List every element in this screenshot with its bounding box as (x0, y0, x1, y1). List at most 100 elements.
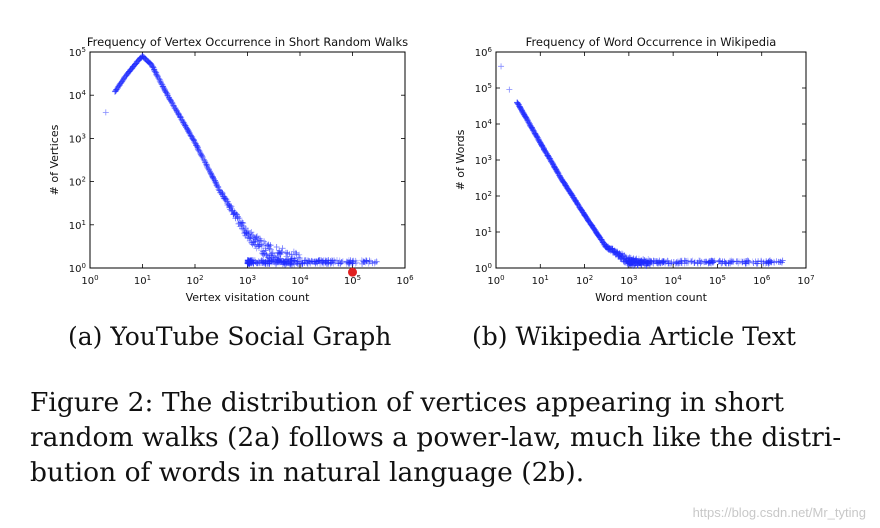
data-point (773, 258, 780, 265)
x-tick-label: 106 (753, 274, 771, 287)
data-point (281, 261, 288, 268)
data-point (674, 258, 681, 265)
data-point (281, 259, 288, 266)
y-tick-label: 104 (475, 118, 493, 131)
y-tick-label: 105 (475, 82, 492, 95)
data-point (288, 257, 295, 264)
y-tick-label: 102 (475, 190, 492, 203)
data-point (203, 162, 210, 169)
data-point (574, 200, 581, 207)
data-point (746, 259, 753, 266)
data-point (339, 258, 346, 265)
data-point (185, 128, 192, 135)
data-point (283, 260, 290, 267)
subcaption-a: (a) YouTube Social Graph (68, 322, 392, 351)
data-point (742, 260, 749, 267)
data-point (338, 259, 345, 266)
data-point (199, 154, 206, 161)
figure-caption-line-2: random walks (2a) follows a power-law, m… (30, 422, 842, 453)
data-point (201, 157, 208, 164)
data-point (264, 242, 271, 249)
data-point (745, 259, 752, 266)
data-point (304, 260, 311, 267)
y-tick-label: 106 (475, 46, 493, 59)
data-point (359, 260, 366, 267)
chart-title: Frequency of Vertex Occurrence in Short … (87, 35, 408, 49)
y-tick-label: 101 (475, 226, 492, 239)
data-point (295, 254, 302, 261)
chart-youtube: Frequency of Vertex Occurrence in Short … (48, 35, 414, 304)
data-point (258, 237, 265, 244)
data-point (768, 259, 775, 266)
data-point (249, 232, 256, 239)
data-point (288, 251, 295, 258)
data-point (279, 245, 286, 252)
x-tick-label: 105 (709, 274, 726, 287)
data-point (701, 259, 708, 266)
data-point (636, 258, 643, 265)
data-point (534, 135, 541, 142)
x-tick-label: 101 (134, 274, 151, 287)
data-point (337, 260, 344, 267)
data-point (633, 259, 640, 266)
data-point (718, 260, 725, 267)
data-point (253, 234, 260, 241)
data-point (297, 255, 304, 262)
data-point (223, 195, 230, 202)
data-point (215, 183, 222, 190)
data-point (186, 129, 193, 136)
data-point (753, 260, 760, 267)
data-point (102, 109, 109, 116)
data-point (655, 260, 662, 267)
data-point (284, 250, 291, 257)
data-point (196, 147, 203, 154)
y-tick-label: 104 (69, 89, 87, 102)
x-tick-label: 103 (620, 274, 637, 287)
data-point (296, 251, 303, 258)
data-point (218, 188, 225, 195)
data-point (205, 166, 212, 173)
x-tick-label: 100 (81, 274, 98, 287)
data-point (309, 258, 316, 265)
data-point (328, 257, 335, 264)
data-point (215, 184, 222, 191)
data-point (779, 257, 786, 264)
data-point (734, 258, 741, 265)
y-tick-label: 101 (69, 219, 86, 232)
data-point (224, 198, 231, 205)
data-point (315, 257, 322, 264)
data-point (200, 156, 207, 163)
x-tick-label: 107 (797, 274, 814, 287)
data-point (206, 167, 213, 174)
data-point (776, 259, 783, 266)
data-point (363, 258, 370, 265)
data-point (659, 259, 666, 266)
scatter-points (102, 52, 381, 269)
data-point (641, 257, 648, 264)
data-point (287, 258, 294, 265)
data-point (233, 210, 240, 217)
data-point (688, 258, 695, 265)
data-point (707, 260, 714, 267)
data-point (637, 258, 644, 265)
data-point (257, 237, 264, 244)
data-point (204, 165, 211, 172)
data-point (273, 243, 280, 250)
data-point (298, 260, 305, 267)
y-tick-label: 100 (475, 262, 492, 275)
data-point (278, 258, 285, 265)
data-point (199, 153, 206, 160)
data-point (254, 233, 261, 240)
data-point (706, 259, 713, 266)
data-point (371, 260, 378, 267)
x-axis-label: Word mention count (595, 291, 708, 304)
x-tick-label: 105 (344, 274, 361, 287)
x-tick-label: 104 (291, 274, 309, 287)
x-axis-label: Vertex visitation count (186, 291, 311, 304)
data-point (372, 259, 379, 266)
data-point (363, 257, 370, 264)
data-point (336, 257, 343, 264)
data-point (352, 257, 359, 264)
x-tick-label: 103 (239, 274, 256, 287)
data-point (176, 112, 183, 119)
